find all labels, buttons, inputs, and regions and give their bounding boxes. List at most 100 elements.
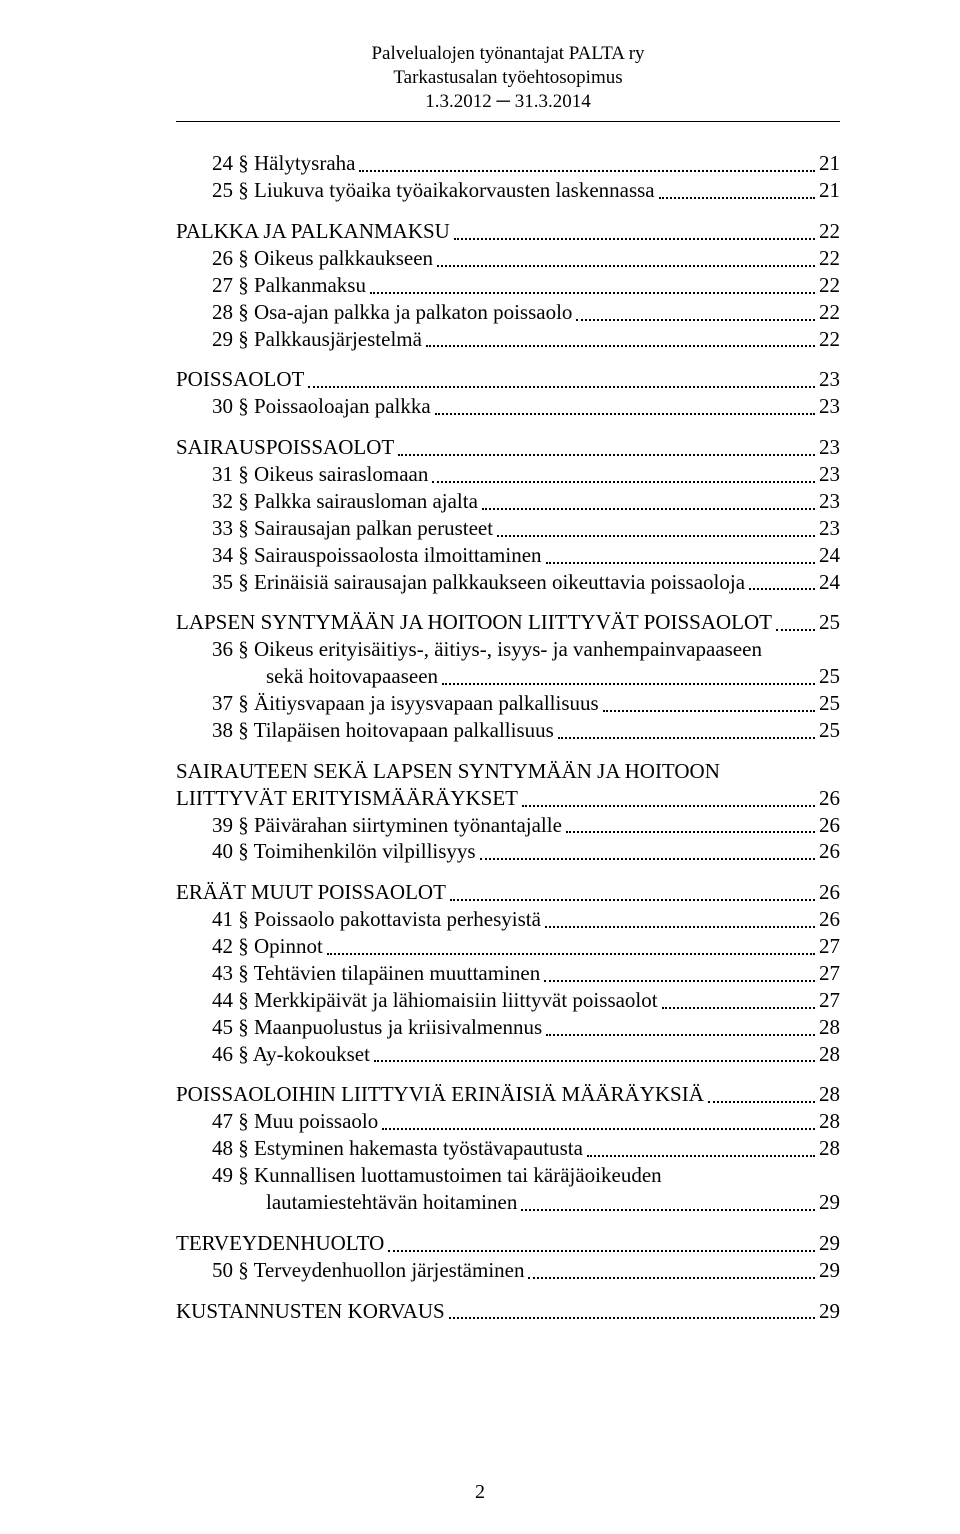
toc-entry-label: 31 § Oikeus sairaslomaan bbox=[212, 461, 428, 488]
toc-entry-label: 48 § Estyminen hakemasta työstävapautust… bbox=[212, 1135, 583, 1162]
toc-leader-dots bbox=[546, 562, 815, 564]
toc-entry-page: 25 bbox=[819, 609, 840, 636]
toc-entry: 42 § Opinnot27 bbox=[176, 933, 840, 960]
toc-entry: 28 § Osa-ajan palkka ja palkaton poissao… bbox=[176, 299, 840, 326]
toc-entry-page: 26 bbox=[819, 838, 840, 865]
toc-section: POISSAOLOT 2330 § Poissaoloajan palkka23 bbox=[176, 366, 840, 420]
toc-entry-label: 42 § Opinnot bbox=[212, 933, 323, 960]
toc-entry-page: 22 bbox=[819, 218, 840, 245]
toc-entry-label: 45 § Maanpuolustus ja kriisivalmennus bbox=[212, 1014, 542, 1041]
toc-leader-dots bbox=[558, 737, 815, 739]
toc-entry-page: 28 bbox=[819, 1135, 840, 1162]
toc-leader-dots bbox=[432, 481, 815, 483]
toc-leader-dots bbox=[659, 197, 815, 199]
toc-entry-page: 23 bbox=[819, 393, 840, 420]
toc-leader-dots bbox=[576, 319, 815, 321]
toc-entry-label: LIITTYVÄT ERITYISMÄÄRÄYKSET bbox=[176, 785, 518, 812]
page-number: 2 bbox=[475, 1481, 485, 1503]
page-footer: 2 bbox=[0, 1481, 960, 1504]
toc-entry-label: 27 § Palkanmaksu bbox=[212, 272, 366, 299]
toc-entry: 44 § Merkkipäivät ja lähiomaisiin liitty… bbox=[176, 987, 840, 1014]
toc-leader-dots bbox=[480, 858, 815, 860]
toc-entry-page: 27 bbox=[819, 960, 840, 987]
toc-leader-dots bbox=[398, 454, 815, 456]
toc-section-heading: LIITTYVÄT ERITYISMÄÄRÄYKSET 26 bbox=[176, 785, 840, 812]
toc-leader-dots bbox=[522, 805, 815, 807]
toc-leader-dots bbox=[546, 1034, 815, 1036]
toc-leader-dots bbox=[370, 292, 815, 294]
toc-entry: 25 § Liukuva työaika työaikakorvausten l… bbox=[176, 177, 840, 204]
toc-leader-dots bbox=[382, 1128, 815, 1130]
toc-entry-page: 26 bbox=[819, 785, 840, 812]
toc-leader-dots bbox=[566, 831, 815, 833]
toc-section: LAPSEN SYNTYMÄÄN JA HOITOON LIITTYVÄT PO… bbox=[176, 609, 840, 743]
toc-entry-page: 22 bbox=[819, 245, 840, 272]
table-of-contents: 24 § Hälytysraha2125 § Liukuva työaika t… bbox=[176, 150, 840, 1324]
toc-entry: 27 § Palkanmaksu22 bbox=[176, 272, 840, 299]
toc-entry-page: 21 bbox=[819, 150, 840, 177]
toc-entry-page: 22 bbox=[819, 326, 840, 353]
toc-leader-dots bbox=[449, 1317, 815, 1319]
toc-entry-label: POISSAOLOT bbox=[176, 366, 304, 393]
toc-entry-page: 24 bbox=[819, 542, 840, 569]
toc-entry-label: 37 § Äitiysvapaan ja isyysvapaan palkall… bbox=[212, 690, 599, 717]
toc-entry-label: 33 § Sairausajan palkan perusteet bbox=[212, 515, 493, 542]
toc-leader-dots bbox=[521, 1209, 815, 1211]
toc-leader-dots bbox=[603, 710, 815, 712]
toc-leader-dots bbox=[308, 386, 815, 388]
toc-section: PALKKA JA PALKANMAKSU2226 § Oikeus palkk… bbox=[176, 218, 840, 352]
toc-entry-label: 36 § Oikeus erityisäitiys-, äitiys-, isy… bbox=[212, 636, 762, 663]
toc-entry-label: 29 § Palkkausjärjestelmä bbox=[212, 326, 422, 353]
toc-leader-dots bbox=[435, 413, 815, 415]
toc-section-heading: SAIRAUTEEN SEKÄ LAPSEN SYNTYMÄÄN JA HOIT… bbox=[176, 758, 840, 785]
toc-entry-label: sekä hoitovapaaseen bbox=[266, 663, 438, 690]
toc-entry-page: 23 bbox=[819, 434, 840, 461]
toc-entry-label: TERVEYDENHUOLTO bbox=[176, 1230, 384, 1257]
toc-section: ERÄÄT MUUT POISSAOLOT2641 § Poissaolo pa… bbox=[176, 879, 840, 1067]
toc-section: POISSAOLOIHIN LIITTYVIÄ ERINÄISIÄ MÄÄRÄY… bbox=[176, 1081, 840, 1215]
toc-entry-label: 38 § Tilapäisen hoitovapaan palkallisuus bbox=[212, 717, 554, 744]
toc-entry-label: 44 § Merkkipäivät ja lähiomaisiin liitty… bbox=[212, 987, 658, 1014]
toc-entry-label: 41 § Poissaolo pakottavista perhesyistä bbox=[212, 906, 541, 933]
toc-entry-label: 43 § Tehtävien tilapäinen muuttaminen bbox=[212, 960, 540, 987]
toc-entry-label: 47 § Muu poissaolo bbox=[212, 1108, 378, 1135]
header-line-1: Palvelualojen työnantajat PALTA ry bbox=[176, 42, 840, 66]
toc-entry-page: 23 bbox=[819, 488, 840, 515]
toc-section-heading: LAPSEN SYNTYMÄÄN JA HOITOON LIITTYVÄT PO… bbox=[176, 609, 840, 636]
toc-entry: 37 § Äitiysvapaan ja isyysvapaan palkall… bbox=[176, 690, 840, 717]
toc-entry-label: LAPSEN SYNTYMÄÄN JA HOITOON LIITTYVÄT PO… bbox=[176, 609, 772, 636]
toc-entry-label: 26 § Oikeus palkkaukseen bbox=[212, 245, 433, 272]
toc-entry-label: 32 § Palkka sairausloman ajalta bbox=[212, 488, 478, 515]
toc-section: TERVEYDENHUOLTO2950 § Terveydenhuollon j… bbox=[176, 1230, 840, 1284]
toc-section-heading: KUSTANNUSTEN KORVAUS29 bbox=[176, 1298, 840, 1325]
toc-entry: 34 § Sairauspoissaolosta ilmoittaminen24 bbox=[176, 542, 840, 569]
toc-entry-continuation: sekä hoitovapaaseen25 bbox=[176, 663, 840, 690]
toc-entry: 49 § Kunnallisen luottamustoimen tai kär… bbox=[176, 1162, 840, 1189]
toc-section-heading: TERVEYDENHUOLTO29 bbox=[176, 1230, 840, 1257]
toc-entry: 24 § Hälytysraha21 bbox=[176, 150, 840, 177]
document-header: Palvelualojen työnantajat PALTA ry Tarka… bbox=[176, 42, 840, 113]
toc-entry-label: lautamiestehtävän hoitaminen bbox=[266, 1189, 517, 1216]
toc-leader-dots bbox=[359, 170, 815, 172]
toc-entry: 47 § Muu poissaolo 28 bbox=[176, 1108, 840, 1135]
toc-entry-label: 39 § Päivärahan siirtyminen työnantajall… bbox=[212, 812, 562, 839]
toc-leader-dots bbox=[749, 588, 815, 590]
toc-entry: 48 § Estyminen hakemasta työstävapautust… bbox=[176, 1135, 840, 1162]
toc-entry: 32 § Palkka sairausloman ajalta 23 bbox=[176, 488, 840, 515]
toc-leader-dots bbox=[544, 980, 815, 982]
toc-entry-page: 28 bbox=[819, 1108, 840, 1135]
page: Palvelualojen työnantajat PALTA ry Tarka… bbox=[0, 0, 960, 1534]
toc-section-heading: POISSAOLOIHIN LIITTYVIÄ ERINÄISIÄ MÄÄRÄY… bbox=[176, 1081, 840, 1108]
toc-entry: 43 § Tehtävien tilapäinen muuttaminen 27 bbox=[176, 960, 840, 987]
toc-leader-dots bbox=[388, 1250, 815, 1252]
toc-entry-page: 28 bbox=[819, 1014, 840, 1041]
toc-entry-page: 29 bbox=[819, 1298, 840, 1325]
toc-entry: 30 § Poissaoloajan palkka23 bbox=[176, 393, 840, 420]
toc-leader-dots bbox=[374, 1060, 815, 1062]
toc-entry-label: SAIRAUTEEN SEKÄ LAPSEN SYNTYMÄÄN JA HOIT… bbox=[176, 758, 720, 785]
toc-leader-dots bbox=[587, 1155, 815, 1157]
toc-entry-page: 26 bbox=[819, 879, 840, 906]
toc-section: 24 § Hälytysraha2125 § Liukuva työaika t… bbox=[176, 150, 840, 204]
toc-leader-dots bbox=[454, 238, 815, 240]
toc-entry-page: 23 bbox=[819, 366, 840, 393]
